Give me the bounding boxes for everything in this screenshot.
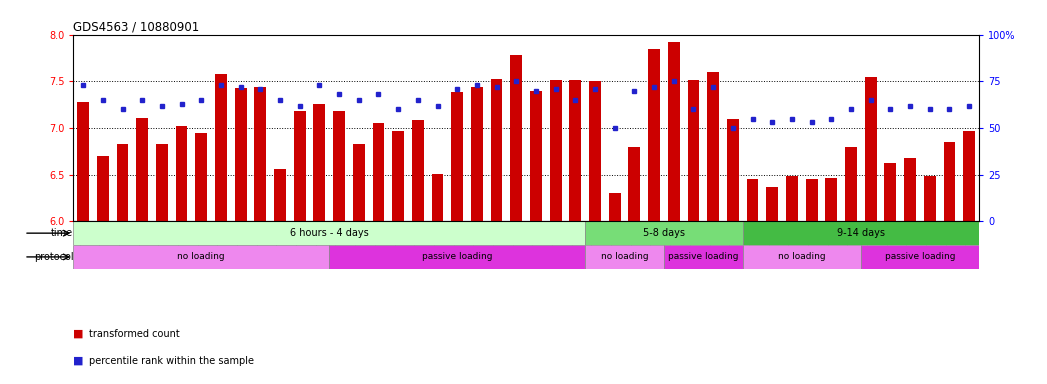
Text: transformed count: transformed count [89, 329, 180, 339]
Bar [176, 126, 187, 221]
Bar [825, 178, 838, 221]
Bar [393, 131, 404, 221]
Bar [215, 74, 227, 221]
Bar [905, 158, 916, 221]
Text: no loading: no loading [601, 252, 648, 262]
Bar [648, 48, 660, 221]
Bar [585, 221, 742, 245]
Bar [136, 118, 148, 221]
Bar [411, 121, 424, 221]
Bar [570, 80, 581, 221]
Bar [585, 245, 664, 269]
Bar [628, 147, 641, 221]
Bar [294, 111, 306, 221]
Bar [943, 142, 955, 221]
Bar [885, 164, 896, 221]
Bar [742, 221, 979, 245]
Bar [235, 88, 246, 221]
Text: no loading: no loading [778, 252, 826, 262]
Text: ■: ■ [73, 329, 84, 339]
Text: no loading: no loading [177, 252, 225, 262]
Bar [353, 144, 364, 221]
Text: 5-8 days: 5-8 days [643, 228, 685, 238]
Bar [664, 245, 742, 269]
Bar [668, 42, 680, 221]
Text: passive loading: passive loading [422, 252, 492, 262]
Bar [274, 169, 286, 221]
Bar [786, 177, 798, 221]
Bar [923, 177, 936, 221]
Text: passive loading: passive loading [885, 252, 955, 262]
Bar [451, 93, 463, 221]
Bar [963, 131, 975, 221]
Text: protocol: protocol [34, 252, 73, 262]
Bar [491, 79, 503, 221]
Bar [589, 81, 601, 221]
Bar [73, 245, 329, 269]
Bar [329, 245, 585, 269]
Bar [471, 87, 483, 221]
Bar [97, 156, 109, 221]
Text: 9-14 days: 9-14 days [837, 228, 885, 238]
Bar [708, 72, 719, 221]
Bar [431, 174, 444, 221]
Bar [806, 179, 818, 221]
Text: time: time [51, 228, 73, 238]
Bar [333, 111, 346, 221]
Text: percentile rank within the sample: percentile rank within the sample [89, 356, 254, 366]
Bar [742, 245, 861, 269]
Text: 6 hours - 4 days: 6 hours - 4 days [290, 228, 369, 238]
Bar [313, 104, 326, 221]
Bar [254, 87, 266, 221]
Bar [510, 55, 522, 221]
Bar [727, 119, 739, 221]
Text: passive loading: passive loading [668, 252, 738, 262]
Bar [688, 80, 699, 221]
Bar [747, 179, 758, 221]
Bar [196, 132, 207, 221]
Bar [766, 187, 778, 221]
Bar [865, 76, 876, 221]
Bar [845, 147, 856, 221]
Bar [73, 221, 585, 245]
Bar [530, 91, 542, 221]
Text: GDS4563 / 10880901: GDS4563 / 10880901 [73, 20, 200, 33]
Bar [116, 144, 129, 221]
Bar [156, 144, 168, 221]
Text: ■: ■ [73, 356, 84, 366]
Bar [608, 193, 621, 221]
Bar [861, 245, 979, 269]
Bar [373, 123, 384, 221]
Bar [77, 102, 89, 221]
Bar [550, 80, 561, 221]
